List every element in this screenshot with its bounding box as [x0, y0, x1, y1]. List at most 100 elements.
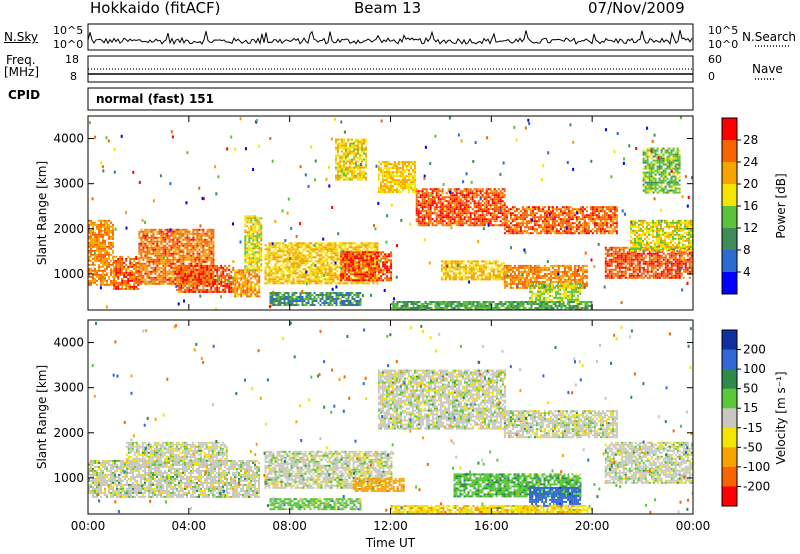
colorbar-segment — [722, 408, 737, 429]
heatmap-band-16 — [604, 246, 693, 279]
cpid-text: normal (fast) 151 — [96, 92, 214, 106]
nsky-label: N.Sky — [4, 30, 39, 44]
colorbar-tick-label: 16 — [743, 199, 758, 213]
cpid-label: CPID — [8, 88, 41, 102]
heatmap-band-1 — [125, 441, 228, 466]
heatmap-band-4 — [503, 410, 618, 439]
colorbar-tick-label: 28 — [743, 133, 758, 147]
x-tick-label: 00:00 — [676, 519, 711, 533]
colorbar-tick-label: 4 — [743, 265, 751, 279]
colorbar-frame — [721, 329, 738, 507]
heatmap-band-7 — [340, 251, 393, 282]
colorbar-segment — [722, 388, 737, 409]
heatmap-band-2 — [138, 228, 215, 285]
nsearch-label: N.Search — [742, 30, 797, 44]
beam-label: Beam 13 — [354, 0, 422, 17]
heatmap-speckles — [91, 321, 693, 514]
x-tick-label: 04:00 — [172, 519, 207, 533]
heatmap-band-5 — [244, 215, 263, 272]
heatmap-cells — [88, 116, 693, 310]
freq-label-line2: [MHz] — [4, 65, 40, 79]
heatmap-band-0 — [88, 459, 260, 498]
nsky-panel-frame — [87, 23, 694, 51]
colorbar-segment — [722, 466, 737, 487]
freq-tick-high: 18 — [65, 53, 79, 66]
colorbar-segment — [722, 427, 737, 448]
colorbar-segment — [722, 184, 737, 207]
nsearch-tick-low: 10^0 — [708, 38, 739, 51]
freq-label-line1: Freq. — [6, 53, 36, 67]
x-tick-label: 16:00 — [474, 519, 509, 533]
heatmap-band-15 — [529, 282, 582, 303]
heatmap-band-1 — [113, 255, 140, 290]
heatmap-speckles — [88, 116, 693, 310]
colorbar-tick-label: 20 — [743, 177, 758, 191]
y-tick-label: 3000 — [53, 381, 84, 395]
colorbar: 4 8 12 16 20 24 28 Power [dB] — [721, 117, 788, 295]
colorbar-label: Velocity [m s⁻¹] — [774, 371, 788, 464]
velocity-panel: 1000 2000 3000 4000 00:00 04:00 08:00 12:00 16:0… — [35, 319, 788, 550]
heatmap-cells — [88, 321, 693, 514]
x-tick-label: 00:00 — [71, 519, 106, 533]
freq-tick-low: 8 — [70, 70, 77, 83]
heatmap-band-2 — [264, 450, 393, 489]
power-panel: 1000 2000 3000 4000 Slant Range [km] 4 8 12 16 20… — [35, 115, 788, 311]
colorbar-segment — [722, 369, 737, 390]
x-tick-label: 12:00 — [373, 519, 408, 533]
heatmap-band-12 — [503, 206, 618, 235]
colorbar-tick-label: -15 — [743, 421, 763, 435]
y-tick-label: 4000 — [53, 336, 84, 350]
x-tick-label: 20:00 — [575, 519, 610, 533]
colorbar-tick-label: 50 — [743, 382, 758, 396]
heatmap-band-10 — [377, 161, 416, 194]
station-title: Hokkaido (fitACF) — [90, 0, 221, 17]
nsky-tick-low: 10^0 — [53, 38, 84, 51]
colorbar-segment — [722, 330, 737, 351]
cpid-panel-frame — [87, 87, 694, 111]
colorbar-tick-label: -50 — [743, 440, 763, 454]
colorbar: 200 100 50 15 -15 -50 -100 -200 Velocity [m s⁻¹] — [721, 329, 788, 507]
y-axis-label: Slant Range [km] — [35, 365, 49, 469]
nave-tick-low: 0 — [708, 70, 715, 83]
y-axis-label: Slant Range [km] — [35, 161, 49, 265]
colorbar-segment — [722, 206, 737, 229]
colorbar-tick-label: -200 — [743, 479, 770, 493]
nsky-trace-line — [87, 29, 693, 46]
colorbar-segment — [722, 250, 737, 273]
heatmap-band-7 — [453, 473, 582, 498]
y-tick-label: 2000 — [53, 426, 84, 440]
heatmap-band-13 — [440, 260, 505, 281]
colorbar-segment — [722, 118, 737, 141]
nave-label: Nave — [752, 62, 783, 76]
colorbar-segment — [722, 447, 737, 468]
nsky-tick-high: 10^5 — [53, 24, 84, 37]
date-label: 07/Nov/2009 — [588, 0, 685, 17]
colorbar-tick-label: 12 — [743, 221, 758, 235]
colorbar-segment — [722, 272, 737, 295]
heatmap-band-18 — [642, 147, 681, 194]
heatmap-band-9 — [335, 138, 367, 181]
colorbar-segment — [722, 349, 737, 370]
nsearch-tick-high: 10^5 — [708, 24, 739, 37]
colorbar-label: Power [dB] — [774, 173, 788, 238]
heatmap-band-6 — [352, 477, 405, 492]
y-tick-label: 1000 — [53, 471, 84, 485]
y-tick-label: 1000 — [53, 267, 84, 281]
colorbar-tick-label: 24 — [743, 155, 758, 169]
colorbar-segment — [722, 228, 737, 251]
colorbar-segment — [722, 162, 737, 185]
colorbar-tick-label: -100 — [743, 460, 770, 474]
y-tick-label: 4000 — [53, 132, 84, 146]
heatmap-band-3 — [377, 369, 506, 430]
y-tick-label: 3000 — [53, 177, 84, 191]
nave-tick-high: 60 — [708, 53, 722, 66]
colorbar-tick-label: 100 — [743, 362, 766, 376]
colorbar-tick-label: 8 — [743, 243, 751, 257]
colorbar-segment — [722, 140, 737, 163]
x-axis-label: Time UT — [365, 536, 416, 550]
colorbar-tick-label: 200 — [743, 343, 766, 357]
y-tick-label: 2000 — [53, 222, 84, 236]
x-tick-label: 08:00 — [272, 519, 307, 533]
colorbar-tick-label: 15 — [743, 401, 758, 415]
